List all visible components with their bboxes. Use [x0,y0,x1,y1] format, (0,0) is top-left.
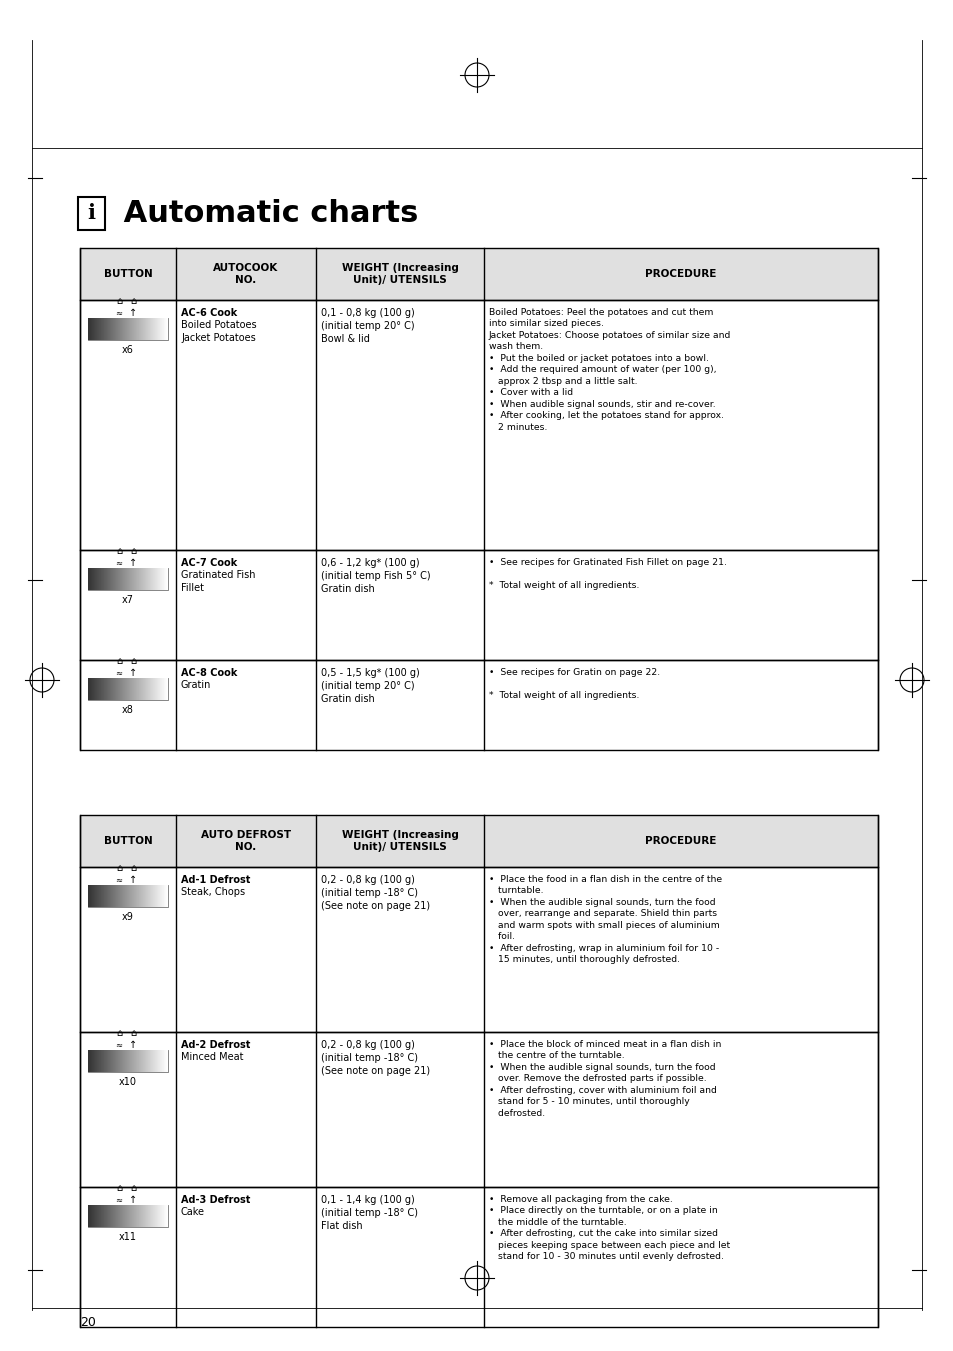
Text: ↑: ↑ [129,308,137,317]
Text: ⌂: ⌂ [115,657,122,666]
Text: Gratin: Gratin [181,680,212,690]
Bar [88,1050,168,1071]
Text: ↑: ↑ [129,875,137,885]
Text: Steak, Chops: Steak, Chops [181,888,245,897]
Text: ⌂: ⌂ [115,296,122,305]
Bar [88,567,168,590]
Text: ≈: ≈ [115,1196,122,1205]
Text: •  Place the block of minced meat in a flan dish in
   the centre of the turntab: • Place the block of minced meat in a fl… [489,1040,720,1117]
Bar [80,1032,877,1188]
Text: ≈: ≈ [115,308,122,317]
Text: Boiled Potatoes: Peel the potatoes and cut them
into similar sized pieces.
Jacke: Boiled Potatoes: Peel the potatoes and c… [489,308,731,431]
Text: ⌂: ⌂ [115,1183,122,1193]
Text: i: i [87,203,95,223]
Text: AUTOCOOK
NO.: AUTOCOOK NO. [213,263,278,285]
Text: ↑: ↑ [129,558,137,567]
Text: ⌂: ⌂ [115,546,122,557]
Text: 0,2 - 0,8 kg (100 g)
(initial temp -18° C)
(See note on page 21): 0,2 - 0,8 kg (100 g) (initial temp -18° … [320,1040,430,1077]
Text: BUTTON: BUTTON [104,836,152,846]
Text: •  See recipes for Gratin on page 22.

*  Total weight of all ingredients.: • See recipes for Gratin on page 22. * T… [489,667,659,700]
Text: ≈: ≈ [115,669,122,677]
Text: ⌂: ⌂ [130,546,136,557]
Text: ≈: ≈ [115,558,122,567]
Text: Ad-2 Defrost: Ad-2 Defrost [181,1040,250,1050]
Bar [88,885,168,907]
Text: ⌂: ⌂ [130,657,136,666]
Text: AC-8 Cook: AC-8 Cook [181,667,237,678]
Text: 0,1 - 0,8 kg (100 g)
(initial temp 20° C)
Bowl & lid: 0,1 - 0,8 kg (100 g) (initial temp 20° C… [320,308,415,345]
Text: AUTO DEFROST
NO.: AUTO DEFROST NO. [201,831,291,851]
Text: Boiled Potatoes
Jacket Potatoes: Boiled Potatoes Jacket Potatoes [181,320,256,343]
Text: AC-7 Cook: AC-7 Cook [181,558,237,567]
Text: AC-6 Cook: AC-6 Cook [181,308,237,317]
Text: ↑: ↑ [129,1196,137,1205]
Text: 0,1 - 1,4 kg (100 g)
(initial temp -18° C)
Flat dish: 0,1 - 1,4 kg (100 g) (initial temp -18° … [320,1196,417,1231]
Text: Cake: Cake [181,1206,205,1217]
Text: BUTTON: BUTTON [104,269,152,280]
Text: •  See recipes for Gratinated Fish Fillet on page 21.

*  Total weight of all in: • See recipes for Gratinated Fish Fillet… [489,558,726,590]
Text: x7: x7 [122,594,133,605]
Bar [80,1188,877,1327]
Text: ↑: ↑ [129,667,137,678]
Text: 20: 20 [80,1316,95,1328]
Text: ↑: ↑ [129,1040,137,1050]
Text: Minced Meat: Minced Meat [181,1052,243,1062]
Text: ⌂: ⌂ [115,863,122,873]
Bar [80,815,877,867]
Text: x8: x8 [122,705,133,715]
Bar [80,550,877,661]
Text: ≈: ≈ [115,875,122,885]
Bar [80,300,877,550]
Bar [80,867,877,1032]
Text: ≈: ≈ [115,1040,122,1050]
Text: x9: x9 [122,912,133,921]
Text: Automatic charts: Automatic charts [112,199,418,227]
Text: 0,2 - 0,8 kg (100 g)
(initial temp -18° C)
(See note on page 21): 0,2 - 0,8 kg (100 g) (initial temp -18° … [320,875,430,912]
Text: Ad-1 Defrost: Ad-1 Defrost [181,875,250,885]
Text: x10: x10 [119,1077,137,1088]
Bar [88,1205,168,1227]
Bar [78,197,105,230]
Bar [80,661,877,750]
Text: WEIGHT (Increasing
Unit)/ UTENSILS: WEIGHT (Increasing Unit)/ UTENSILS [341,831,458,851]
Text: 0,5 - 1,5 kg* (100 g)
(initial temp 20° C)
Gratin dish: 0,5 - 1,5 kg* (100 g) (initial temp 20° … [320,667,419,704]
Text: •  Remove all packaging from the cake.
•  Place directly on the turntable, or on: • Remove all packaging from the cake. • … [489,1196,729,1262]
Text: x11: x11 [119,1232,137,1242]
Text: WEIGHT (Increasing
Unit)/ UTENSILS: WEIGHT (Increasing Unit)/ UTENSILS [341,263,458,285]
Text: 0,6 - 1,2 kg* (100 g)
(initial temp Fish 5° C)
Gratin dish: 0,6 - 1,2 kg* (100 g) (initial temp Fish… [320,558,430,594]
Text: ⌂: ⌂ [115,1028,122,1038]
Text: PROCEDURE: PROCEDURE [644,269,716,280]
Text: PROCEDURE: PROCEDURE [644,836,716,846]
Text: ⌂: ⌂ [130,296,136,305]
Text: Ad-3 Defrost: Ad-3 Defrost [181,1196,250,1205]
Bar [80,249,877,300]
Bar [88,317,168,340]
Text: ⌂: ⌂ [130,1028,136,1038]
Text: Gratinated Fish
Fillet: Gratinated Fish Fillet [181,570,255,593]
Text: ⌂: ⌂ [130,1183,136,1193]
Text: ⌂: ⌂ [130,863,136,873]
Text: x6: x6 [122,345,133,355]
Text: •  Place the food in a flan dish in the centre of the
   turntable.
•  When the : • Place the food in a flan dish in the c… [489,875,721,965]
Bar [88,678,168,700]
